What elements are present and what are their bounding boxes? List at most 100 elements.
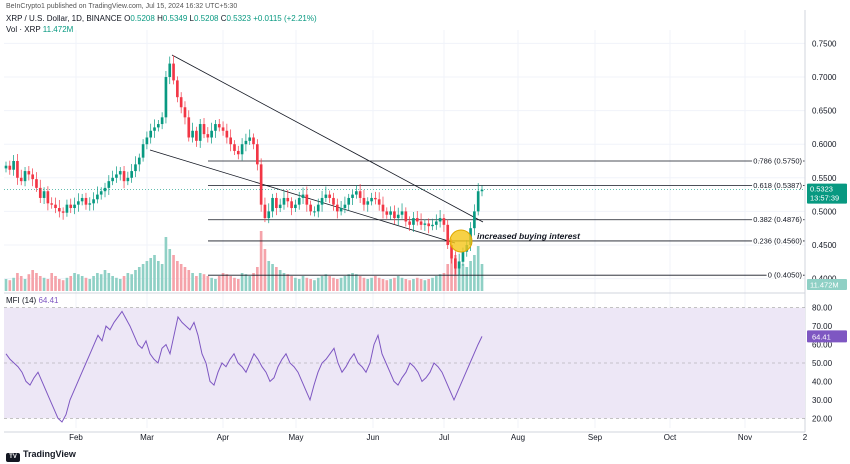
- volume-bar: [8, 280, 12, 291]
- volume-bar: [286, 274, 290, 291]
- time-tick-label: Jul: [439, 433, 449, 442]
- volume-bar: [19, 276, 23, 291]
- volume-bar: [229, 276, 232, 291]
- volume-bar: [278, 270, 282, 291]
- volume-bar: [54, 276, 57, 291]
- candle: [214, 124, 217, 131]
- time-tick-label: 2: [803, 433, 808, 442]
- candle: [286, 197, 290, 202]
- volume-bar: [16, 273, 19, 291]
- candle: [476, 191, 480, 212]
- volume-bar: [343, 276, 347, 291]
- time-tick-label: Oct: [664, 433, 677, 442]
- volume-bar: [476, 246, 480, 291]
- volume-bar: [225, 274, 229, 291]
- volume-bar: [96, 273, 99, 291]
- symbol-name: XRP / U.S. Dollar, 1D, BINANCE: [6, 14, 122, 23]
- candle: [328, 194, 332, 198]
- candle: [236, 150, 240, 155]
- candle: [400, 211, 404, 215]
- candle: [442, 218, 446, 225]
- candle: [195, 130, 198, 141]
- candle: [339, 208, 343, 212]
- candle: [77, 201, 80, 205]
- volume-bar: [309, 279, 312, 291]
- volume-bar: [393, 277, 396, 291]
- volume-bar: [282, 273, 286, 291]
- time-tick-label: Apr: [217, 433, 230, 442]
- candle: [301, 194, 305, 198]
- candle: [42, 191, 46, 198]
- volume-bar: [46, 279, 50, 291]
- candle: [12, 161, 15, 170]
- candle: [248, 137, 252, 141]
- fib-level-label: 0.618 (0.5387): [753, 181, 802, 190]
- volume-bar: [210, 277, 213, 291]
- fib-level-label: 0.382 (0.4876): [753, 215, 802, 224]
- candle: [381, 204, 385, 212]
- candle: [134, 164, 137, 172]
- price-tick-label: 0.5500: [812, 174, 837, 183]
- volume-bar: [137, 267, 141, 291]
- price-badge-value: 0.5323: [810, 185, 833, 194]
- candle: [54, 204, 57, 209]
- volume-bar: [206, 276, 210, 291]
- volume-bar: [77, 274, 80, 291]
- volume-bar: [244, 274, 248, 291]
- time-tick-label: Sep: [588, 433, 603, 442]
- candle: [99, 191, 103, 195]
- volume-bar: [389, 279, 392, 291]
- annotation-text: increased buying interest: [477, 231, 581, 241]
- candle: [149, 130, 153, 138]
- volume-bar: [50, 273, 54, 291]
- volume-bar: [320, 276, 324, 291]
- volume-bar: [103, 270, 107, 291]
- price-badge-countdown: 13:57:39: [810, 194, 839, 203]
- volume-bar: [164, 237, 168, 291]
- candle: [225, 130, 229, 138]
- candle: [454, 258, 457, 269]
- tradingview-logo-icon: TV: [6, 453, 20, 462]
- candle: [198, 124, 202, 141]
- candle: [126, 177, 130, 182]
- candle: [179, 97, 183, 108]
- volume-bar: [316, 277, 320, 291]
- close-value: 0.5323: [226, 14, 251, 23]
- tradingview-brand[interactable]: TV TradingView: [6, 449, 76, 462]
- candle: [61, 211, 65, 213]
- candle: [419, 221, 423, 225]
- candle: [408, 221, 411, 225]
- volume-bar: [366, 279, 370, 291]
- candle: [141, 144, 145, 158]
- candle: [244, 140, 248, 145]
- candle: [423, 223, 427, 225]
- candle: [96, 194, 99, 200]
- volume-bar: [69, 276, 73, 291]
- volume-bar: [195, 276, 198, 291]
- candle: [122, 171, 126, 182]
- fib-level-label: 0 (0.4050): [768, 271, 803, 280]
- candle: [31, 174, 34, 180]
- volume-bar: [438, 274, 442, 291]
- volume-bar: [35, 273, 38, 291]
- volume-bar: [42, 277, 46, 291]
- candle: [50, 203, 54, 205]
- change-value: +0.0115 (+2.21%): [253, 14, 317, 23]
- volume-bar: [446, 264, 450, 291]
- volume-bar: [145, 261, 149, 291]
- candle: [210, 130, 213, 138]
- volume-bar: [191, 273, 194, 291]
- price-tick-label: 0.6500: [812, 107, 837, 116]
- candle: [23, 171, 27, 182]
- candle: [438, 218, 442, 222]
- volume-bar: [80, 276, 84, 291]
- time-tick-label: Nov: [738, 433, 752, 442]
- volume-bar: [126, 273, 130, 291]
- volume-bar: [461, 264, 465, 291]
- candle: [256, 144, 259, 165]
- volume-bar: [168, 249, 172, 291]
- candle: [389, 211, 392, 215]
- candle: [267, 211, 271, 219]
- volume-bar: [469, 261, 472, 291]
